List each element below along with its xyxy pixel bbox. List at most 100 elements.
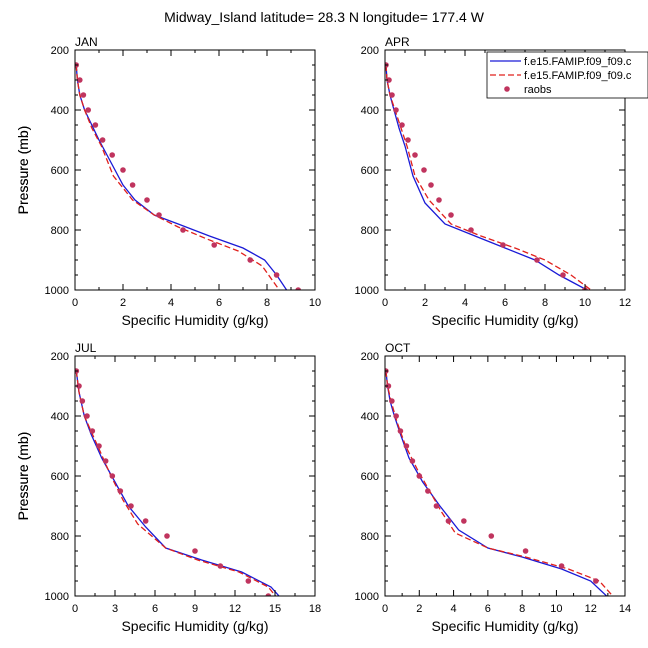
y-tick-label: 800 [361,531,379,543]
obs-point [247,257,253,263]
obs-point [412,152,418,158]
legend-label: f.e15.FAMIP.f09_f09.c [524,56,632,68]
x-tick-label: 4 [462,297,468,309]
y-axis-label: Pressure (mb) [15,432,31,521]
figure-title: Midway_Island latitude= 28.3 N longitude… [164,9,485,25]
obs-point [500,242,506,248]
obs-point [265,593,272,596]
obs-point [397,428,404,434]
x-tick-label: 18 [309,603,321,615]
series-line-solid [385,370,608,596]
obs-point [468,227,474,233]
y-tick-label: 1000 [45,285,69,297]
legend-label: f.e15.FAMIP.f09_f09.c [524,70,632,82]
obs-point [393,413,399,419]
y-tick-label: 400 [51,105,69,117]
y-axis-label: Pressure (mb) [15,126,31,215]
x-tick-label: 0 [72,297,78,309]
series-line-dashed [75,370,277,596]
x-axis-label: Specific Humidity (g/kg) [431,312,578,328]
obs-point [558,563,565,569]
x-axis-label: Specific Humidity (g/kg) [121,618,268,634]
x-tick-label: 8 [264,297,270,309]
obs-point [385,383,392,389]
y-tick-label: 200 [51,45,69,57]
panel-title: APR [385,35,410,49]
y-tick-label: 200 [361,351,379,363]
obs-point [534,257,540,263]
x-tick-label: 4 [168,297,174,309]
x-tick-label: 9 [192,603,198,615]
obs-point [428,182,434,188]
obs-point [405,137,411,143]
obs-point [211,242,217,248]
x-tick-label: 2 [416,603,422,615]
y-tick-label: 1000 [355,285,379,297]
obs-point [488,533,495,539]
obs-point [109,152,115,158]
obs-point [85,107,91,113]
x-tick-label: 10 [309,297,321,309]
x-tick-label: 8 [542,297,548,309]
y-tick-label: 1000 [355,591,379,603]
y-tick-label: 600 [51,165,69,177]
x-tick-label: 0 [382,603,388,615]
y-tick-label: 800 [51,531,69,543]
x-tick-label: 12 [619,297,631,309]
series-line-dashed [385,370,614,596]
obs-point [399,122,405,128]
obs-point [180,227,186,233]
x-tick-label: 6 [216,297,222,309]
series-line-dashed [75,64,281,290]
y-axis-label: Pressure (mb) [15,126,31,215]
series-line-solid [75,64,288,290]
series-line-dashed [385,64,593,290]
obs-point [295,287,301,290]
obs-point [448,212,454,218]
panel-title: OCT [385,341,411,355]
obs-point [128,503,134,509]
obs-point [102,458,109,464]
obs-point [99,137,106,143]
x-tick-label: 6 [502,297,508,309]
x-tick-label: 3 [112,603,118,615]
y-tick-label: 800 [361,225,379,237]
x-tick-label: 14 [619,603,631,615]
x-tick-label: 2 [120,297,126,309]
y-tick-label: 600 [361,165,379,177]
x-tick-label: 6 [152,603,158,615]
obs-point [117,488,124,494]
y-tick-label: 400 [361,105,379,117]
obs-point [217,563,224,569]
obs-point [560,272,566,278]
x-tick-label: 0 [382,297,388,309]
x-axis-label: Specific Humidity (g/kg) [431,618,578,634]
x-tick-label: 2 [422,297,428,309]
y-tick-label: 400 [51,411,69,423]
obs-point [142,518,149,524]
obs-point [80,92,87,98]
obs-point [593,578,599,584]
y-tick-label: 200 [361,45,379,57]
obs-point [425,488,431,494]
x-tick-label: 10 [579,297,591,309]
y-axis-label: Pressure (mb) [15,432,31,521]
obs-point [129,182,136,188]
x-tick-label: 10 [550,603,562,615]
obs-point [273,272,280,278]
x-tick-label: 12 [585,603,597,615]
obs-point [436,197,442,203]
panel-title: JAN [75,35,98,49]
obs-point [77,77,83,83]
obs-point [76,383,82,389]
obs-point [192,548,198,554]
obs-point [79,398,86,404]
x-tick-label: 0 [72,603,78,615]
obs-point [109,473,116,479]
obs-point [120,167,126,173]
legend: f.e15.FAMIP.f09_f09.c f.e15.FAMIP.f09_f09… [486,51,648,99]
